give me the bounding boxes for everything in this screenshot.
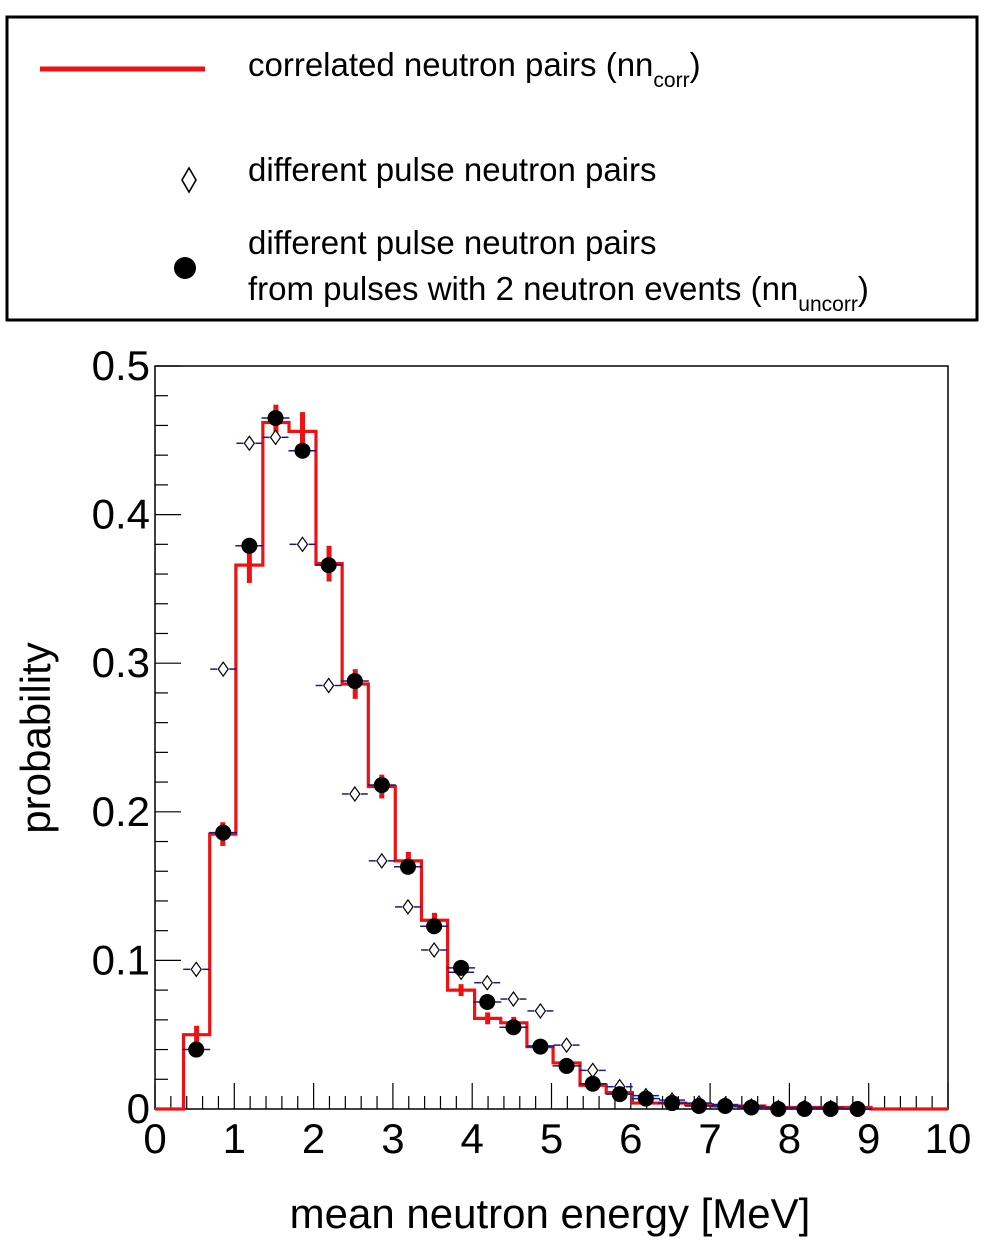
- x-tick-label: 0: [143, 1115, 166, 1162]
- legend-label-correlated: correlated neutron pairs (nncorr): [248, 46, 701, 92]
- axes: 0 1 2 3 4 5 6 7 8 9 10 0 0.1 0.2 0.3 0.4 0.5: [92, 342, 972, 1162]
- circle-point: [346, 673, 363, 690]
- legend-circle-marker: [174, 257, 196, 279]
- x-tick-label: 4: [461, 1115, 484, 1162]
- circle-point: [637, 1090, 654, 1107]
- circle-point: [849, 1101, 866, 1117]
- circle-point: [294, 442, 311, 459]
- circle-point: [690, 1098, 707, 1115]
- circle-point: [188, 1041, 205, 1058]
- circle-point: [426, 918, 443, 935]
- circle-point: [558, 1057, 575, 1074]
- diamond-point: [296, 536, 309, 553]
- diamond-point: [428, 941, 440, 959]
- x-tick-label: 7: [698, 1115, 721, 1162]
- y-tick-label: 0: [127, 1085, 150, 1132]
- legend-label-uncorr-line1: different pulse neutron pairs: [248, 224, 657, 261]
- x-axis-label: mean neutron energy [MeV]: [290, 1190, 811, 1237]
- histogram-line: [155, 420, 948, 1111]
- x-tick-label: 9: [857, 1115, 880, 1162]
- diamond-point: [376, 852, 388, 869]
- circle-point: [373, 777, 390, 794]
- circle-point: [241, 537, 258, 554]
- diamond-point: [481, 974, 494, 991]
- diamond-point: [190, 961, 202, 978]
- legend-diamond-marker: [181, 166, 197, 194]
- diamond-point: [322, 677, 335, 694]
- diamond-point: [586, 1062, 599, 1079]
- plot-frame: [154, 365, 949, 1110]
- x-tick-label: 8: [778, 1115, 801, 1162]
- circle-point: [743, 1099, 760, 1116]
- diamond-point: [269, 429, 282, 446]
- circle-point: [532, 1038, 549, 1055]
- diamond-point: [534, 1002, 547, 1019]
- y-tick-label: 0.1: [92, 936, 150, 983]
- y-tick-label: 0.2: [92, 788, 150, 835]
- legend: correlated neutron pairs (nncorr) differ…: [5, 15, 979, 322]
- circle-point: [717, 1098, 734, 1115]
- series-uncorr: [182, 410, 872, 1117]
- legend-label-different-pulse: different pulse neutron pairs: [248, 151, 657, 188]
- circle-point: [611, 1086, 628, 1103]
- x-tick-label: 10: [925, 1115, 972, 1162]
- x-tick-label: 1: [223, 1115, 246, 1162]
- circle-point: [505, 1019, 522, 1036]
- diamond-point: [560, 1037, 573, 1054]
- circle-point: [822, 1101, 839, 1117]
- y-axis-label: probability: [12, 642, 59, 833]
- circle-point: [399, 858, 416, 875]
- series-different-pulse: [183, 429, 871, 1118]
- series-correlated: [155, 404, 948, 1111]
- circle-point: [479, 994, 496, 1011]
- legend-label-uncorr-line2: from pulses with 2 neutron events (nnunc…: [248, 270, 869, 316]
- circle-point: [267, 410, 284, 427]
- circle-point: [215, 824, 232, 841]
- diamond-point: [507, 991, 520, 1008]
- x-tick-label: 5: [540, 1115, 563, 1162]
- y-tick-label: 0.3: [92, 639, 150, 686]
- x-tick-label: 2: [302, 1115, 325, 1162]
- circle-point: [770, 1101, 787, 1117]
- y-tick-label: 0.4: [92, 491, 150, 538]
- circle-point: [584, 1075, 601, 1092]
- x-tick-label: 6: [619, 1115, 642, 1162]
- diamond-point: [402, 898, 414, 915]
- diamond-point: [217, 661, 229, 678]
- x-tick-label: 3: [381, 1115, 404, 1162]
- circle-point: [320, 557, 337, 574]
- y-tick-label: 0.5: [92, 342, 150, 389]
- circle-point: [453, 959, 470, 976]
- diamond-point: [349, 785, 361, 803]
- diamond-point: [243, 435, 256, 452]
- circle-point: [796, 1101, 813, 1117]
- circle-point: [664, 1095, 681, 1112]
